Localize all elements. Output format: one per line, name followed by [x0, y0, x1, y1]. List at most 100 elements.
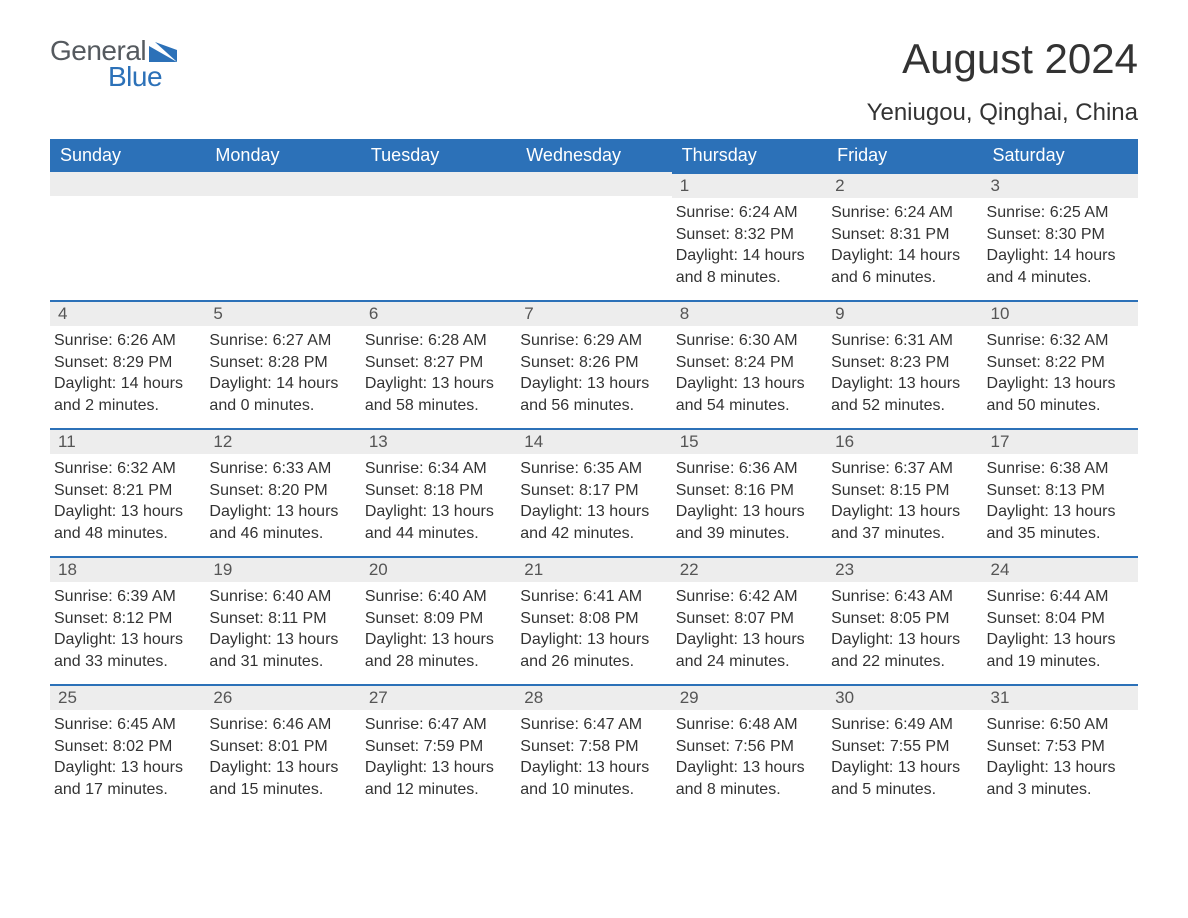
sunset-line: Sunset: 8:28 PM — [209, 352, 354, 374]
calendar-header-row: SundayMondayTuesdayWednesdayThursdayFrid… — [50, 139, 1138, 172]
sunset-label: Sunset: — [209, 610, 263, 627]
sunset-label: Sunset: — [987, 610, 1041, 627]
sunset-line: Sunset: 8:17 PM — [520, 480, 665, 502]
calendar-day-cell: 11Sunrise: 6:32 AMSunset: 8:21 PMDayligh… — [50, 428, 205, 556]
calendar-day-cell: 17Sunrise: 6:38 AMSunset: 8:13 PMDayligh… — [983, 428, 1138, 556]
daylight-line: Daylight: 14 hours and 0 minutes. — [209, 373, 354, 416]
weekday-header: Tuesday — [361, 139, 516, 172]
sunset-value: 8:20 PM — [268, 482, 328, 499]
sunrise-value: 6:24 AM — [739, 204, 798, 221]
daylight-label: Daylight: — [209, 759, 271, 776]
daylight-label: Daylight: — [520, 631, 582, 648]
weekday-header: Thursday — [672, 139, 827, 172]
sunrise-label: Sunrise: — [676, 460, 735, 477]
empty-day-header — [516, 172, 671, 196]
daylight-line: Daylight: 13 hours and 33 minutes. — [54, 629, 199, 672]
day-details: Sunrise: 6:31 AMSunset: 8:23 PMDaylight:… — [827, 326, 982, 416]
sunset-line: Sunset: 8:09 PM — [365, 608, 510, 630]
weekday-header: Monday — [205, 139, 360, 172]
day-number: 5 — [205, 300, 360, 326]
daylight-line: Daylight: 13 hours and 3 minutes. — [987, 757, 1132, 800]
sunset-label: Sunset: — [987, 482, 1041, 499]
sunrise-line: Sunrise: 6:43 AM — [831, 586, 976, 608]
day-number: 20 — [361, 556, 516, 582]
daylight-label: Daylight: — [54, 503, 116, 520]
sunset-label: Sunset: — [209, 354, 263, 371]
calendar-day-cell — [516, 172, 671, 300]
daylight-line: Daylight: 13 hours and 58 minutes. — [365, 373, 510, 416]
sunset-value: 8:04 PM — [1045, 610, 1105, 627]
sunrise-line: Sunrise: 6:40 AM — [365, 586, 510, 608]
daylight-line: Daylight: 13 hours and 54 minutes. — [676, 373, 821, 416]
daylight-label: Daylight: — [987, 503, 1049, 520]
sunset-value: 8:15 PM — [890, 482, 950, 499]
daylight-label: Daylight: — [365, 503, 427, 520]
sunset-value: 8:18 PM — [424, 482, 484, 499]
daylight-label: Daylight: — [520, 759, 582, 776]
sunset-label: Sunset: — [520, 738, 574, 755]
daylight-line: Daylight: 13 hours and 22 minutes. — [831, 629, 976, 672]
calendar-day-cell: 1Sunrise: 6:24 AMSunset: 8:32 PMDaylight… — [672, 172, 827, 300]
daylight-label: Daylight: — [676, 375, 738, 392]
sunset-label: Sunset: — [676, 354, 730, 371]
calendar-day-cell: 4Sunrise: 6:26 AMSunset: 8:29 PMDaylight… — [50, 300, 205, 428]
daylight-line: Daylight: 14 hours and 8 minutes. — [676, 245, 821, 288]
sunset-value: 7:58 PM — [579, 738, 639, 755]
logo-triangle-icon — [149, 42, 177, 62]
sunset-label: Sunset: — [520, 354, 574, 371]
calendar-week-row: 1Sunrise: 6:24 AMSunset: 8:32 PMDaylight… — [50, 172, 1138, 300]
sunrise-line: Sunrise: 6:24 AM — [676, 202, 821, 224]
sunset-value: 8:30 PM — [1045, 226, 1105, 243]
sunrise-value: 6:46 AM — [273, 716, 332, 733]
sunrise-label: Sunrise: — [54, 460, 113, 477]
sunset-value: 8:11 PM — [268, 610, 326, 627]
sunrise-label: Sunrise: — [520, 460, 579, 477]
sunset-line: Sunset: 8:31 PM — [831, 224, 976, 246]
day-details: Sunrise: 6:32 AMSunset: 8:22 PMDaylight:… — [983, 326, 1138, 416]
sunset-line: Sunset: 8:20 PM — [209, 480, 354, 502]
calendar-day-cell: 19Sunrise: 6:40 AMSunset: 8:11 PMDayligh… — [205, 556, 360, 684]
day-details: Sunrise: 6:49 AMSunset: 7:55 PMDaylight:… — [827, 710, 982, 800]
daylight-line: Daylight: 14 hours and 2 minutes. — [54, 373, 199, 416]
sunrise-value: 6:28 AM — [428, 332, 487, 349]
sunrise-value: 6:26 AM — [117, 332, 176, 349]
daylight-label: Daylight: — [987, 247, 1049, 264]
daylight-label: Daylight: — [520, 503, 582, 520]
sunrise-label: Sunrise: — [987, 460, 1046, 477]
sunset-value: 8:21 PM — [113, 482, 173, 499]
day-number: 24 — [983, 556, 1138, 582]
sunrise-line: Sunrise: 6:42 AM — [676, 586, 821, 608]
sunset-value: 8:32 PM — [734, 226, 794, 243]
sunrise-label: Sunrise: — [209, 716, 268, 733]
sunset-value: 8:27 PM — [424, 354, 484, 371]
sunset-value: 7:53 PM — [1045, 738, 1105, 755]
calendar-day-cell: 16Sunrise: 6:37 AMSunset: 8:15 PMDayligh… — [827, 428, 982, 556]
sunrise-line: Sunrise: 6:31 AM — [831, 330, 976, 352]
daylight-label: Daylight: — [209, 503, 271, 520]
day-details: Sunrise: 6:40 AMSunset: 8:11 PMDaylight:… — [205, 582, 360, 672]
sunset-value: 8:01 PM — [268, 738, 328, 755]
day-number: 23 — [827, 556, 982, 582]
sunrise-label: Sunrise: — [676, 204, 735, 221]
day-number: 26 — [205, 684, 360, 710]
day-details: Sunrise: 6:47 AMSunset: 7:58 PMDaylight:… — [516, 710, 671, 800]
sunrise-value: 6:24 AM — [894, 204, 953, 221]
sunrise-label: Sunrise: — [54, 716, 113, 733]
day-details: Sunrise: 6:33 AMSunset: 8:20 PMDaylight:… — [205, 454, 360, 544]
sunset-line: Sunset: 8:12 PM — [54, 608, 199, 630]
sunrise-label: Sunrise: — [54, 588, 113, 605]
sunset-value: 8:02 PM — [113, 738, 173, 755]
day-number: 30 — [827, 684, 982, 710]
sunrise-label: Sunrise: — [520, 588, 579, 605]
sunrise-label: Sunrise: — [676, 588, 735, 605]
day-number: 19 — [205, 556, 360, 582]
calendar-day-cell: 3Sunrise: 6:25 AMSunset: 8:30 PMDaylight… — [983, 172, 1138, 300]
calendar-day-cell: 14Sunrise: 6:35 AMSunset: 8:17 PMDayligh… — [516, 428, 671, 556]
weekday-header: Friday — [827, 139, 982, 172]
daylight-line: Daylight: 13 hours and 46 minutes. — [209, 501, 354, 544]
day-number: 28 — [516, 684, 671, 710]
calendar-day-cell: 28Sunrise: 6:47 AMSunset: 7:58 PMDayligh… — [516, 684, 671, 812]
sunset-line: Sunset: 7:59 PM — [365, 736, 510, 758]
sunrise-value: 6:40 AM — [273, 588, 332, 605]
sunrise-line: Sunrise: 6:36 AM — [676, 458, 821, 480]
